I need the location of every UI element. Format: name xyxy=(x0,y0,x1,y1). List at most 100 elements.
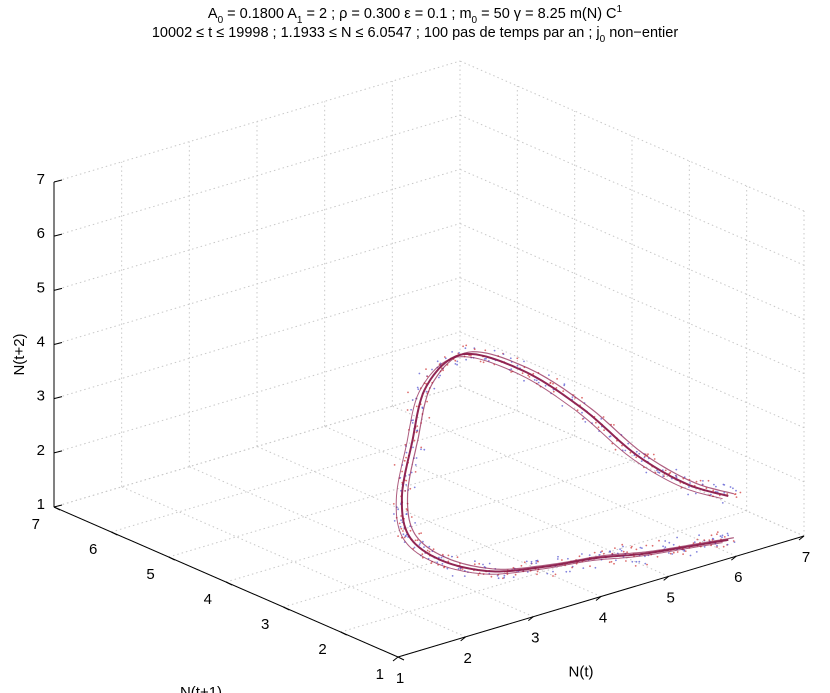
data-point xyxy=(535,560,537,562)
data-point xyxy=(723,536,726,538)
data-point xyxy=(581,396,583,399)
data-point xyxy=(593,551,596,554)
data-point xyxy=(702,480,704,482)
y-tick-mark xyxy=(340,631,347,636)
data-point xyxy=(723,491,726,494)
z-axis-label: N(t+2) xyxy=(11,333,28,375)
data-point xyxy=(436,360,439,363)
data-point xyxy=(630,546,633,549)
data-point xyxy=(667,552,670,554)
x-tick-mark xyxy=(798,535,805,541)
data-point xyxy=(682,553,684,555)
data-point xyxy=(402,533,405,536)
data-point xyxy=(456,363,458,366)
data-point xyxy=(552,382,554,385)
y-tick-label: 7 xyxy=(32,516,40,533)
data-point xyxy=(405,451,408,454)
data-point xyxy=(672,551,675,554)
data-point xyxy=(726,532,729,535)
data-point xyxy=(662,545,664,548)
x-tick-label: 5 xyxy=(666,589,674,606)
data-point xyxy=(532,372,535,375)
data-point xyxy=(418,544,421,546)
grid-line xyxy=(392,405,737,557)
data-point xyxy=(403,536,406,539)
data-point xyxy=(708,539,711,541)
data-point xyxy=(598,554,601,556)
z-tick-label: 3 xyxy=(37,388,45,405)
grid-line xyxy=(53,114,461,237)
data-point xyxy=(664,546,667,549)
data-point xyxy=(458,352,460,354)
y-tick-mark xyxy=(168,556,175,561)
data-point xyxy=(463,575,466,577)
data-point xyxy=(402,530,404,532)
data-point xyxy=(414,471,417,473)
data-point xyxy=(703,539,706,541)
data-point xyxy=(416,429,419,432)
x-tick-label: 1 xyxy=(396,670,404,687)
data-point xyxy=(640,460,643,462)
data-point xyxy=(645,471,648,474)
data-point xyxy=(483,358,486,360)
attractor-strand xyxy=(395,356,723,575)
data-point xyxy=(599,551,602,554)
y-tick-mark xyxy=(225,581,233,586)
data-point xyxy=(443,356,446,358)
data-point xyxy=(602,416,605,418)
data-point xyxy=(405,479,408,482)
data-point xyxy=(644,562,647,565)
data-point xyxy=(413,546,416,549)
data-point xyxy=(411,399,414,401)
data-point xyxy=(441,562,444,565)
grid-line xyxy=(340,510,747,633)
data-point xyxy=(433,387,436,390)
data-point xyxy=(461,568,464,570)
x-tick-mark xyxy=(528,616,534,622)
data-point xyxy=(694,492,697,495)
data-point xyxy=(696,538,699,541)
data-point xyxy=(428,545,431,548)
data-point xyxy=(711,539,714,541)
data-point xyxy=(399,525,402,528)
data-point xyxy=(431,368,433,371)
data-point xyxy=(556,558,559,560)
data-point xyxy=(416,425,419,427)
data-point xyxy=(470,354,472,357)
data-point xyxy=(732,540,735,542)
data-point xyxy=(567,557,569,560)
grid-lines xyxy=(53,60,805,658)
data-point xyxy=(721,502,724,504)
data-point xyxy=(589,565,591,568)
data-point xyxy=(552,570,554,573)
data-point xyxy=(479,360,482,363)
data-point xyxy=(634,565,637,567)
data-point xyxy=(615,559,617,562)
y-tick-label: 1 xyxy=(376,666,384,683)
data-point xyxy=(552,390,555,393)
data-point xyxy=(601,550,603,553)
data-point xyxy=(653,458,656,460)
data-point xyxy=(404,535,407,537)
data-point xyxy=(620,549,623,552)
data-point xyxy=(514,573,517,576)
data-point xyxy=(621,543,624,546)
data-point xyxy=(544,384,547,387)
data-point xyxy=(684,550,687,552)
data-point xyxy=(416,386,419,389)
data-point xyxy=(516,364,519,367)
data-point xyxy=(658,471,661,474)
data-point xyxy=(414,464,417,466)
data-point xyxy=(420,446,423,449)
data-point xyxy=(563,383,566,385)
data-point xyxy=(397,508,399,511)
tick-marks xyxy=(53,179,805,662)
z-tick-mark xyxy=(53,450,63,454)
data-point xyxy=(646,563,648,566)
attractor-strand xyxy=(406,351,735,570)
data-point xyxy=(523,379,525,382)
data-point xyxy=(409,529,412,532)
data-point xyxy=(413,439,416,442)
data-point xyxy=(462,345,464,348)
data-point xyxy=(609,551,611,553)
